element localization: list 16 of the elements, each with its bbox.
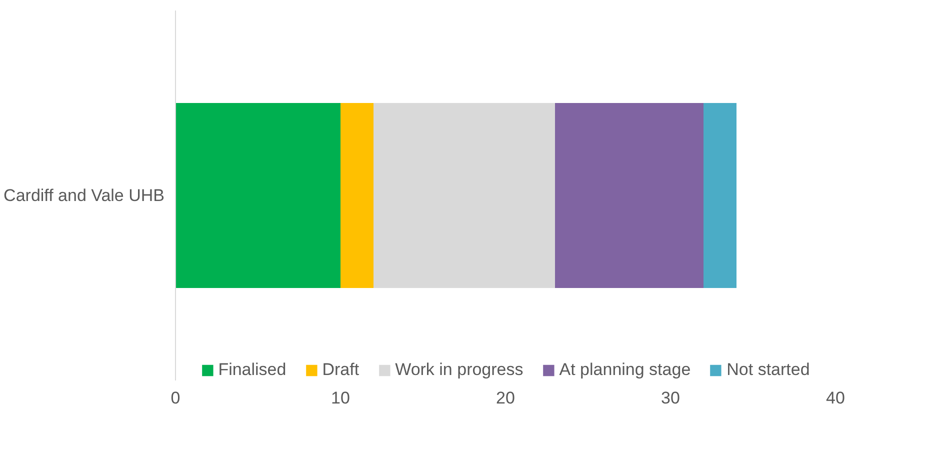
- x-tick-label: 0: [170, 388, 180, 408]
- x-tick-label: 10: [331, 388, 350, 408]
- legend-label: Not started: [726, 360, 810, 380]
- bar: [704, 103, 736, 288]
- legend-label: Draft: [322, 360, 360, 380]
- x-tick-label: 20: [496, 388, 515, 408]
- legend-label: Work in progress: [395, 360, 524, 380]
- legend-label: At planning stage: [559, 360, 691, 380]
- bar: [555, 103, 704, 288]
- x-tick-label: 30: [661, 388, 680, 408]
- bar: [340, 103, 374, 288]
- bar: [374, 103, 555, 288]
- bar: [176, 103, 340, 288]
- x-tick-label: 40: [826, 388, 845, 408]
- y-tick-label: Cardiff and Vale UHB: [4, 186, 164, 205]
- legend-label: Finalised: [218, 360, 286, 380]
